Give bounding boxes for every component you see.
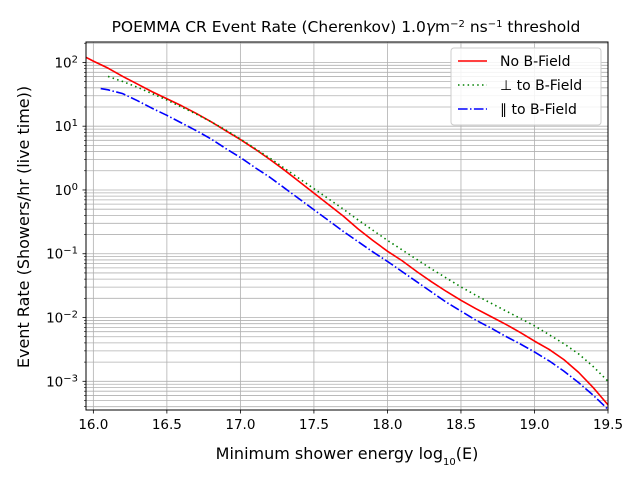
series-line-perp-b-field [107, 75, 609, 382]
y-tick-label: 101 [54, 118, 78, 136]
x-tick-label: 18.5 [446, 417, 476, 433]
x-tick-label: 17.5 [299, 417, 329, 433]
series-line-parallel-b-field [100, 87, 609, 410]
series-line-no-b-field [85, 56, 609, 406]
legend-box [450, 47, 602, 126]
legend-label-perp-b-field: ⊥ to B-Field [500, 78, 582, 94]
y-tick-label: 10−2 [46, 309, 78, 327]
chart-title: POEMMA CR Event Rate (Cherenkov) 1.0γm−2… [112, 18, 581, 36]
series-lines [85, 56, 609, 410]
x-tick-label: 17.0 [225, 417, 255, 433]
x-tick-label: 16.5 [152, 417, 182, 433]
y-tick-label: 10−3 [46, 373, 78, 391]
axis-ticks: 16.0 16.5 17.0 17.5 18.0 18.5 19.0 19.5 10−3 10−2… [46, 42, 623, 433]
plot-frame [85, 41, 609, 411]
x-tick-label: 16.0 [78, 417, 108, 433]
legend: No B-Field ⊥ to B-Field ∥ to B-Field [450, 47, 602, 126]
x-axis-label: Minimum shower energy log10(E) [216, 444, 479, 468]
y-tick-label: 102 [54, 54, 78, 72]
legend-label-parallel-b-field: ∥ to B-Field [500, 102, 577, 118]
y-axis-label: Event Rate (Showers/hr (live time)) [14, 86, 33, 368]
x-tick-label: 19.0 [519, 417, 549, 433]
x-tick-label: 18.0 [372, 417, 402, 433]
y-tick-label: 100 [54, 181, 78, 199]
y-tick-label: 10−1 [46, 245, 78, 263]
x-tick-label: 19.5 [593, 417, 623, 433]
legend-label-no-b-field: No B-Field [500, 54, 570, 70]
